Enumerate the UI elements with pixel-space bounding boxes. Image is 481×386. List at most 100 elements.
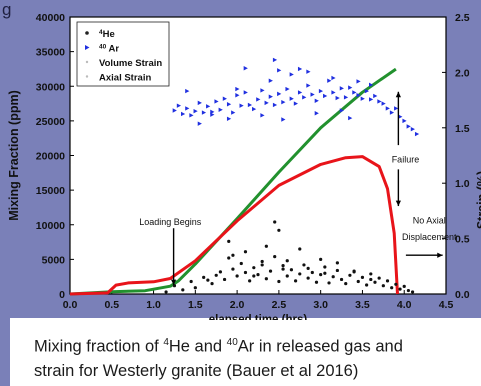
loading-arrow-head — [170, 279, 177, 285]
argon-40-point — [222, 96, 227, 101]
helium-4-point — [323, 271, 327, 275]
helium-4-point — [210, 282, 214, 286]
argon-40-point — [272, 57, 278, 63]
displacement-arrow-head — [437, 252, 443, 258]
x-tick-label: 4.5 — [439, 299, 454, 311]
argon-40-point — [260, 88, 265, 93]
plot-frame — [69, 16, 447, 295]
x-tick-label: 3.0 — [313, 299, 328, 311]
argon-40-point — [260, 113, 265, 118]
helium-4-point — [285, 274, 289, 278]
argon-40-point — [339, 108, 344, 113]
helium-4-point — [206, 278, 210, 282]
argon-40-point — [348, 85, 353, 90]
helium-4-point — [335, 268, 339, 273]
volume-strain-line — [69, 155, 399, 296]
helium-4-point — [231, 267, 235, 271]
argon-40-point — [306, 83, 311, 88]
helium-4-point — [331, 275, 335, 279]
y2-tick-label: 2.0 — [455, 67, 470, 79]
legend-marker — [85, 60, 89, 64]
argon-40-point — [272, 102, 278, 108]
slide-title-fragment: g — [2, 0, 12, 19]
argon-40-point — [172, 108, 177, 113]
helium-4-point — [319, 273, 323, 277]
argon-40-point — [314, 98, 319, 103]
argon-40-point — [356, 93, 361, 98]
argon-40-point — [327, 78, 332, 83]
argon-40-point — [289, 72, 294, 77]
y-axis-label: Mixing Fraction (ppm) — [7, 90, 21, 221]
argon-40-point — [285, 86, 290, 92]
argon-40-point — [331, 75, 336, 81]
helium-4-point — [365, 283, 369, 287]
helium-4-point — [231, 253, 235, 257]
argon-40-point — [381, 101, 386, 106]
y2-tick-label: 1.5 — [455, 123, 470, 135]
y-tick-label: 30000 — [36, 81, 65, 93]
helium-4-point — [248, 279, 252, 283]
argon-40-point — [185, 106, 190, 111]
x-tick-label: 3.5 — [355, 299, 370, 311]
helium-4-point — [189, 279, 193, 284]
argon-40-point — [210, 112, 215, 117]
helium-4-point — [298, 247, 302, 251]
helium-4-point — [310, 270, 314, 275]
helium-4-point — [369, 272, 373, 276]
caption-line-2: strain for Westerly granite (Bauer et al… — [34, 361, 359, 380]
helium-4-point — [381, 284, 385, 288]
argon-40-point — [176, 103, 182, 108]
argon-40-point — [235, 86, 240, 92]
helium-4-point — [256, 273, 260, 277]
argon-40-point — [193, 108, 198, 114]
helium-4-point — [281, 267, 285, 271]
argon-40-point — [406, 124, 411, 129]
y-tick-label: 15000 — [36, 185, 65, 197]
y-tick-label: 20000 — [36, 151, 65, 163]
helium-4-point — [243, 250, 248, 254]
helium-4-point — [260, 263, 264, 267]
y2-tick-label: 0.5 — [455, 234, 470, 246]
argon-40-point — [318, 88, 324, 94]
annotation-displacement: Displacement — [402, 232, 457, 242]
helium-4-point — [385, 279, 390, 283]
helium-4-point — [273, 220, 277, 224]
helium-4-point — [264, 277, 268, 281]
x-tick-label: 2.5 — [272, 299, 287, 311]
legend-box — [76, 21, 170, 87]
helium-4-point — [164, 290, 168, 294]
argon-40-point — [343, 95, 349, 100]
y-tick-label: 40000 — [36, 12, 65, 24]
helium-4-point — [323, 265, 327, 269]
argon-40-point — [297, 90, 303, 95]
y2-tick-label: 2.5 — [455, 12, 470, 24]
annotation-no-axial: No Axial — [413, 215, 446, 225]
argon-40-point — [185, 88, 190, 94]
argon-40-point — [389, 110, 395, 115]
argon-40-point — [210, 109, 215, 115]
argon-40-point — [297, 66, 303, 72]
helium-4-point — [406, 288, 410, 293]
helium-4-point — [302, 263, 306, 267]
helium-4-point — [218, 270, 222, 274]
helium-4-point — [289, 268, 294, 272]
y-tick-label: 25000 — [36, 116, 65, 128]
argon-40-point — [302, 95, 307, 100]
x-tick-label: 2.0 — [230, 299, 245, 311]
y-tick-label: 10000 — [36, 220, 65, 232]
argon-40-point — [369, 82, 374, 88]
argon-40-point — [348, 115, 353, 121]
argon-40-point — [181, 111, 186, 117]
legend-label: 4He — [99, 29, 115, 40]
helium-4-point — [314, 280, 319, 284]
legend-marker — [85, 31, 89, 35]
helium-4-point — [252, 266, 256, 270]
helium-4-point — [222, 277, 227, 282]
helium-4-point — [277, 279, 281, 284]
argon-40-point — [277, 91, 282, 97]
argon-40-point — [264, 100, 269, 106]
helium-4-point — [227, 239, 231, 243]
argon-40-point — [243, 90, 248, 95]
helium-4-point — [181, 288, 185, 292]
argon-40-point — [394, 106, 399, 111]
